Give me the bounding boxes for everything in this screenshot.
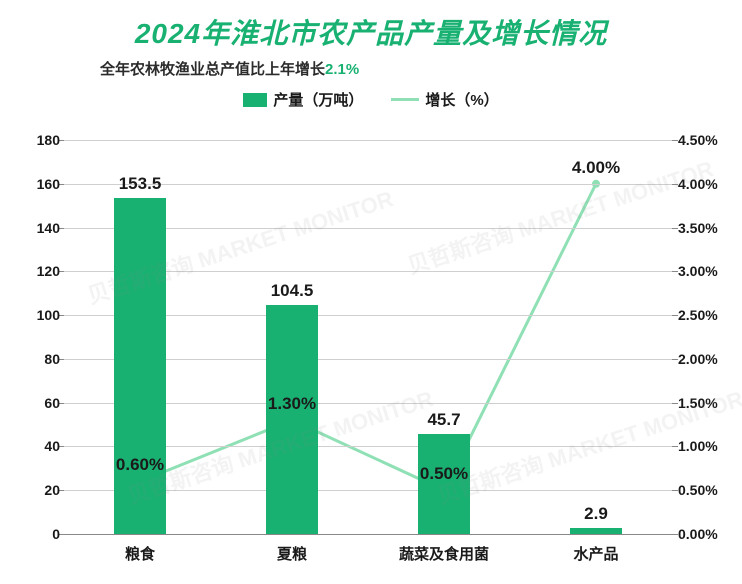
- bar-value-label: 45.7: [427, 410, 460, 430]
- x-category-label: 夏粮: [277, 543, 307, 564]
- y-right-tick-label: 1.00%: [678, 438, 734, 454]
- bar-value-label: 104.5: [271, 281, 314, 301]
- line-value-label: 1.30%: [268, 394, 316, 414]
- legend-bar-swatch: [243, 93, 267, 107]
- bar-value-label: 153.5: [119, 174, 162, 194]
- subtitle-value: 2.1%: [325, 61, 359, 78]
- chart-container: 2024年淮北市农产品产量及增长情况 全年农林牧渔业总产值比上年增长2.1% 产…: [0, 0, 742, 584]
- bar: [570, 528, 622, 534]
- y-left-tick-label: 100: [20, 307, 60, 323]
- legend-line: 增长（%）: [391, 89, 498, 110]
- subtitle-prefix: 全年农林牧渔业总产值比上年增长: [100, 61, 325, 78]
- y-right-tick-label: 2.00%: [678, 351, 734, 367]
- y-left-tick-label: 180: [20, 132, 60, 148]
- chart-title: 2024年淮北市农产品产量及增长情况: [0, 12, 742, 52]
- legend-bar-label: 产量（万吨）: [273, 89, 363, 110]
- y-left-tick-label: 80: [20, 351, 60, 367]
- x-category-label: 蔬菜及食用菌: [399, 543, 489, 564]
- y-right-tick-label: 4.50%: [678, 132, 734, 148]
- grid-line: [64, 140, 672, 141]
- y-left-tick-label: 60: [20, 395, 60, 411]
- bar-value-label: 2.9: [584, 504, 608, 524]
- y-left-tick-label: 40: [20, 438, 60, 454]
- y-right-tick-label: 0.50%: [678, 482, 734, 498]
- y-right-tick-label: 3.00%: [678, 263, 734, 279]
- legend-line-swatch: [391, 98, 419, 101]
- x-category-label: 粮食: [125, 543, 155, 564]
- y-right-tick-label: 4.00%: [678, 176, 734, 192]
- line-value-label: 4.00%: [572, 158, 620, 178]
- line-value-label: 0.60%: [116, 455, 164, 475]
- y-right-tick-label: 1.50%: [678, 395, 734, 411]
- legend-bar: 产量（万吨）: [243, 89, 363, 110]
- x-category-label: 水产品: [573, 543, 618, 564]
- y-left-tick-label: 20: [20, 482, 60, 498]
- plot-area: 00.00%200.50%401.00%601.50%802.00%1002.5…: [64, 140, 672, 534]
- y-right-tick-label: 0.00%: [678, 526, 734, 542]
- bar: [114, 198, 166, 534]
- line-value-label: 0.50%: [420, 464, 468, 484]
- y-left-tick-label: 120: [20, 263, 60, 279]
- y-right-tick-label: 3.50%: [678, 220, 734, 236]
- chart-subtitle: 全年农林牧渔业总产值比上年增长2.1%: [100, 58, 742, 79]
- bar: [266, 305, 318, 534]
- legend-line-label: 增长（%）: [425, 89, 498, 110]
- legend: 产量（万吨） 增长（%）: [0, 89, 742, 110]
- y-right-tick-label: 2.50%: [678, 307, 734, 323]
- y-left-tick-label: 0: [20, 526, 60, 542]
- y-left-tick-label: 140: [20, 220, 60, 236]
- y-left-tick-label: 160: [20, 176, 60, 192]
